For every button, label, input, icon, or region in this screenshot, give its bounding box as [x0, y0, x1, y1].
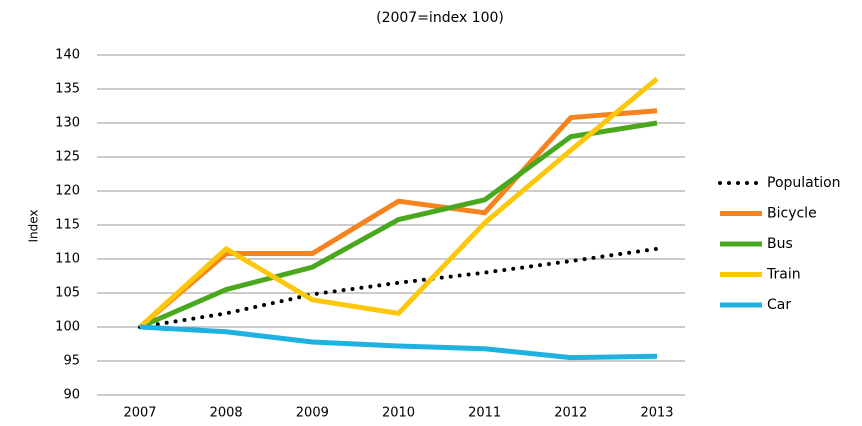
legend-label: Bicycle [767, 206, 817, 222]
y-tick-label: 125 [55, 150, 80, 165]
y-tick-label: 110 [55, 252, 80, 267]
y-tick-label: 130 [55, 116, 80, 131]
x-tick-label: 2009 [296, 406, 329, 421]
series-line [139, 324, 658, 361]
y-tick-label: 120 [55, 184, 80, 199]
y-tick-label: 100 [55, 320, 80, 335]
x-tick-label: 2007 [123, 406, 156, 421]
x-tick-label: 2010 [382, 406, 415, 421]
x-tick-label: 2013 [640, 406, 673, 421]
legend-label: Train [766, 267, 801, 283]
x-tick-label: 2008 [210, 406, 243, 421]
series-line [139, 120, 658, 330]
legend-label: Car [767, 297, 791, 313]
y-tick-label: 135 [55, 82, 80, 97]
series-line [138, 76, 659, 329]
x-tick-label: 2011 [468, 406, 501, 421]
series-line [138, 246, 659, 329]
y-tick-label: 90 [63, 388, 80, 403]
series-line [138, 108, 658, 329]
legend-label: Bus [767, 236, 793, 252]
chart-subtitle: (2007=index 100) [376, 10, 504, 26]
y-tick-label: 115 [55, 218, 80, 233]
y-tick-label: 95 [63, 354, 80, 369]
legend-label: Population [767, 175, 841, 191]
y-tick-label: 140 [55, 48, 80, 63]
y-axis-label: Index [27, 209, 41, 242]
y-tick-label: 105 [55, 286, 80, 301]
x-tick-label: 2012 [554, 406, 587, 421]
